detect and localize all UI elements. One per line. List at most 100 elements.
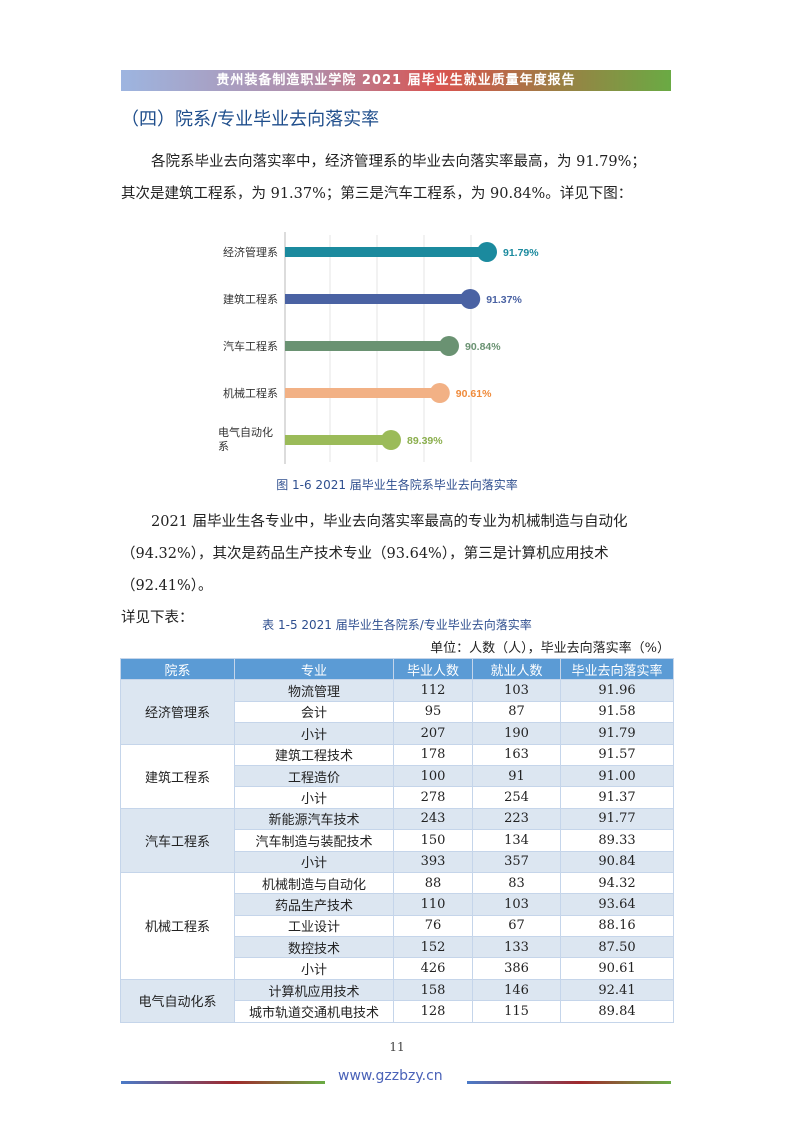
table-unit-note: 单位：人数（人），毕业去向落实率（%） xyxy=(430,641,670,656)
employed-cell: 134 xyxy=(472,829,561,852)
figure-caption: 图 1-6 2021 届毕业生各院系毕业去向落实率 xyxy=(276,478,518,492)
rate-cell: 94.32 xyxy=(560,871,674,895)
table-row: 城市轨道交通机电技术 128 115 89.84 xyxy=(121,1000,674,1023)
table-row: 电气自动化系 计算机应用技术 158 146 92.41 xyxy=(120,978,674,1023)
employed-cell: 133 xyxy=(472,936,561,959)
paragraph-line: 其次是建筑工程系，为 91.37%；第三是汽车工程系，为 90.84%。详见下图… xyxy=(121,186,633,202)
category-label: 汽车工程系 xyxy=(223,339,278,353)
data-label: 90.84% xyxy=(465,341,501,353)
data-label: 91.79% xyxy=(503,247,539,259)
employed-cell: 87 xyxy=(472,700,561,724)
rate-cell: 91.37 xyxy=(560,786,674,809)
rate-cell: 92.41 xyxy=(560,978,674,1002)
graduates-cell: 112 xyxy=(393,679,473,702)
major-cell: 小计 xyxy=(234,722,394,745)
employed-cell: 357 xyxy=(472,850,561,873)
rate-cell: 88.16 xyxy=(560,914,674,938)
graduates-cell: 158 xyxy=(393,978,473,1002)
major-cell: 建筑工程技术 xyxy=(234,743,394,766)
graduates-cell: 152 xyxy=(393,936,473,959)
employed-cell: 67 xyxy=(472,914,561,938)
rate-cell: 90.84 xyxy=(560,850,674,873)
graduates-cell: 393 xyxy=(393,850,473,873)
table-row: 数控技术 152 133 87.50 xyxy=(121,936,674,959)
table-row: 机械工程系 机械制造与自动化 88 83 94.32 xyxy=(120,871,674,980)
header-rate: 毕业去向落实率 xyxy=(560,657,674,681)
paragraph-line: 各院系毕业去向落实率中，经济管理系的毕业去向落实率最高，为 91.79%； xyxy=(151,154,646,170)
rate-cell: 91.57 xyxy=(560,743,674,766)
department-rate-chart: 91.79% 经济管理系 91.37% 建筑工程系 90.84% 汽车工程系 90.61% 机… xyxy=(218,232,539,464)
employed-cell: 163 xyxy=(472,743,561,766)
employed-cell: 146 xyxy=(472,978,561,1002)
bar-end-marker xyxy=(460,289,481,309)
footer-line-left xyxy=(121,1081,325,1084)
graduates-cell: 207 xyxy=(393,722,473,745)
employed-cell: 103 xyxy=(472,893,561,916)
graduates-cell: 110 xyxy=(393,893,473,916)
rate-cell: 91.79 xyxy=(560,722,674,745)
graduates-cell: 76 xyxy=(393,914,473,938)
graduates-cell: 150 xyxy=(393,829,473,852)
dept-cell: 电气自动化系 xyxy=(120,978,235,1023)
graduates-cell: 178 xyxy=(393,743,473,766)
header-employed: 就业人数 xyxy=(472,657,561,681)
major-cell: 工程造价 xyxy=(234,764,394,788)
paragraph-1: 各院系毕业去向落实率中，经济管理系的毕业去向落实率最高，为 91.79%； 其次… xyxy=(121,146,676,210)
bar-end-marker xyxy=(429,383,450,403)
major-rate-table: 院系 专业 毕业人数 就业人数 毕业去向落实率 经济管理系 物流管理 112 103 9… xyxy=(120,657,674,1023)
employed-cell: 190 xyxy=(472,722,561,745)
paragraph-line: （94.32%），其次是药品生产技术专业（93.64%），第三是计算机应用技术（… xyxy=(121,546,609,594)
table-row: 工程造价 100 91 91.00 xyxy=(121,764,674,788)
employed-cell: 103 xyxy=(472,679,561,702)
table-row: 经济管理系 物流管理 112 103 91.96 xyxy=(120,679,674,745)
graduates-cell: 426 xyxy=(393,957,473,980)
graduates-cell: 278 xyxy=(393,786,473,809)
major-cell: 会计 xyxy=(234,700,394,724)
graduates-cell: 128 xyxy=(393,1000,473,1023)
graduates-cell: 95 xyxy=(393,700,473,724)
data-label: 89.39% xyxy=(407,435,443,447)
major-cell: 新能源汽车技术 xyxy=(234,807,394,831)
major-cell: 药品生产技术 xyxy=(234,893,394,916)
dept-cell: 汽车工程系 xyxy=(120,807,235,873)
category-label: 电气自动化系 xyxy=(218,425,273,453)
rate-cell: 90.61 xyxy=(560,957,674,980)
graduates-cell: 88 xyxy=(393,871,473,895)
table-row: 小计 393 357 90.84 xyxy=(121,850,674,873)
major-cell: 数控技术 xyxy=(234,936,394,959)
major-cell: 工业设计 xyxy=(234,914,394,938)
table-caption: 表 1-5 2021 届毕业生各院系/专业毕业去向落实率 xyxy=(262,618,532,632)
employed-cell: 115 xyxy=(472,1000,561,1023)
employed-cell: 254 xyxy=(472,786,561,809)
category-label: 建筑工程系 xyxy=(223,292,278,306)
dept-cell: 经济管理系 xyxy=(120,679,235,745)
bar xyxy=(285,435,391,445)
rate-cell: 91.96 xyxy=(560,679,674,702)
major-cell: 城市轨道交通机电技术 xyxy=(234,1000,394,1023)
website-text: www.gzzbzy.cn xyxy=(338,1068,443,1084)
category-label: 经济管理系 xyxy=(223,245,278,259)
graduates-cell: 243 xyxy=(393,807,473,831)
table-row: 药品生产技术 110 103 93.64 xyxy=(121,893,674,916)
table-row: 汽车工程系 新能源汽车技术 243 223 91.77 xyxy=(120,807,674,873)
category-label: 机械工程系 xyxy=(223,386,278,400)
table-header-row: 院系 专业 毕业人数 就业人数 毕业去向落实率 xyxy=(120,657,674,681)
bar xyxy=(285,294,471,304)
employed-cell: 83 xyxy=(472,871,561,895)
bar xyxy=(285,341,449,351)
page-number: 11 xyxy=(389,1040,405,1054)
bar-end-marker xyxy=(439,336,459,356)
employed-cell: 386 xyxy=(472,957,561,980)
bar-end-marker xyxy=(477,242,497,262)
footer-website: www.gzzbzy.cn xyxy=(338,1068,443,1084)
dept-cell: 机械工程系 xyxy=(120,871,235,980)
major-cell: 机械制造与自动化 xyxy=(234,871,394,895)
report-header-banner: 贵州装备制造职业学院 2021 届毕业生就业质量年度报告 xyxy=(121,70,671,91)
paragraph-line: 详见下表： xyxy=(121,610,194,626)
dept-cell: 建筑工程系 xyxy=(120,743,235,809)
graduates-cell: 100 xyxy=(393,764,473,788)
rate-cell: 91.00 xyxy=(560,764,674,788)
rate-cell: 91.58 xyxy=(560,700,674,724)
rate-cell: 87.50 xyxy=(560,936,674,959)
